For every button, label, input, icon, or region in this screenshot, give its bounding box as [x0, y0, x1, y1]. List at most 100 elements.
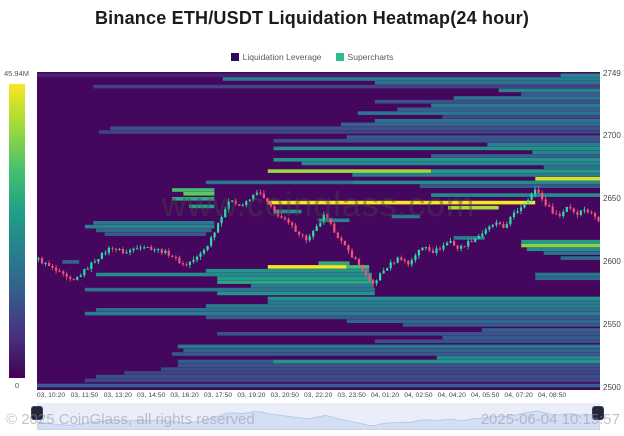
candle-body: [495, 222, 498, 225]
liquidation-level-row: [273, 158, 600, 162]
candle-body: [227, 201, 230, 210]
candle-body: [537, 189, 540, 193]
liquidation-level-row: [346, 265, 370, 269]
candle-body: [421, 247, 424, 250]
legend-label: Liquidation Leverage: [242, 52, 322, 62]
liquidation-level-row: [62, 260, 80, 264]
liquidation-level-row: [37, 383, 600, 388]
candle-body: [446, 242, 449, 246]
liquidation-level-row: [84, 378, 600, 383]
liquidation-level-row: [177, 363, 601, 368]
time-tick-label: 04, 08:50: [537, 392, 567, 399]
liquidation-level-row: [267, 296, 600, 301]
liquidation-level-row: [205, 315, 600, 320]
candle-body: [266, 198, 269, 203]
price-tick-label: 2600: [603, 257, 621, 266]
candle-body: [132, 248, 135, 251]
candle-body: [69, 276, 72, 279]
candle-body: [157, 249, 160, 251]
navigator-right-handle[interactable]: [592, 406, 604, 420]
liquidation-level-row: [177, 359, 274, 364]
candle-body: [150, 246, 153, 250]
candle-body: [121, 249, 125, 253]
legend-item-supercharts[interactable]: Supercharts: [335, 52, 393, 62]
candle-body: [340, 238, 343, 241]
candle-body: [174, 256, 177, 258]
candle-body: [220, 217, 223, 224]
time-tick-label: 03, 22:20: [304, 392, 333, 399]
candle-body: [217, 223, 220, 233]
candle-body: [382, 270, 385, 274]
time-tick-label: 04, 07:20: [504, 392, 533, 399]
candle-body: [474, 238, 477, 242]
navigator-area-fill: [36, 410, 601, 431]
candle-body: [79, 275, 82, 277]
candle-body: [548, 205, 551, 207]
liquidation-level-row: [205, 304, 600, 308]
price-tick-label: 2700: [603, 131, 621, 140]
liquidation-level-row: [318, 218, 350, 223]
liquidation-level-row: [374, 99, 600, 104]
liquidation-level-row: [273, 139, 600, 143]
candle-body: [167, 250, 170, 256]
liquidation-level-row: [431, 193, 600, 197]
liquidation-level-row: [301, 161, 600, 166]
liquidation-level-row: [346, 319, 600, 323]
liquidation-level-row: [37, 73, 600, 78]
liquidation-level-row: [124, 371, 601, 375]
candle-body: [326, 214, 329, 219]
navigator-left-handle[interactable]: [31, 406, 43, 420]
liquidation-level-row: [217, 291, 375, 296]
time-tick-label: 03, 14:50: [137, 392, 166, 399]
liquidation-level-row: [453, 96, 600, 100]
candle-body: [558, 214, 561, 216]
copyright-text: © 2025 CoinGlass, all rights reserved: [6, 411, 255, 428]
liquidation-level-row: [442, 335, 600, 340]
time-tick-label: 04, 01:20: [370, 392, 400, 399]
candle-body: [347, 245, 350, 251]
candle-body: [238, 204, 241, 206]
liquidation-level-row: [436, 355, 600, 360]
candle-body: [512, 212, 516, 218]
liquidation-level-row: [93, 221, 215, 225]
heatmap-plot-area[interactable]: [37, 72, 601, 390]
liquidation-level-row: [104, 232, 206, 236]
candle-body: [195, 256, 199, 260]
liquidation-level-row: [431, 103, 600, 108]
candle-body: [593, 213, 597, 217]
liquidation-level-row: [352, 173, 600, 177]
liquidation-level-row: [84, 287, 375, 292]
candle-body: [58, 270, 61, 272]
candle-body: [111, 247, 114, 249]
range-navigator[interactable]: [36, 403, 601, 431]
candle-body: [294, 225, 297, 232]
liquidation-level-row: [84, 224, 215, 229]
liquidation-level-row: [535, 272, 600, 277]
candle-body: [488, 226, 491, 230]
price-axis: 2749 2700 2650 2600 2550 2500: [603, 0, 624, 436]
candle-body: [527, 200, 530, 204]
liquidation-level-row: [481, 328, 600, 332]
candle-body: [544, 199, 547, 206]
candle-body: [435, 248, 438, 254]
liquidation-level-row: [96, 374, 600, 379]
candle-body: [375, 280, 378, 284]
time-tick-label: 04, 04:20: [437, 392, 466, 399]
liquidation-level-row: [189, 204, 215, 209]
candle-body: [361, 264, 364, 271]
time-tick-label: 03, 16:20: [170, 392, 199, 399]
liquidation-level-row: [560, 73, 600, 78]
liquidation-level-row: [273, 359, 600, 364]
liquidation-level-row: [391, 214, 420, 219]
candle-body: [245, 201, 248, 206]
legend-item-liquidation-leverage[interactable]: Liquidation Leverage: [230, 52, 322, 62]
liquidation-level-row: [183, 192, 215, 196]
candle-body: [241, 205, 244, 207]
candle-body: [516, 211, 519, 213]
time-tick-label: 03, 10:20: [36, 392, 66, 399]
candle-body: [234, 200, 237, 205]
candle-body: [178, 257, 181, 264]
liquidation-level-row: [183, 348, 600, 352]
liquidation-level-row: [535, 276, 600, 281]
candle-body: [114, 248, 118, 250]
